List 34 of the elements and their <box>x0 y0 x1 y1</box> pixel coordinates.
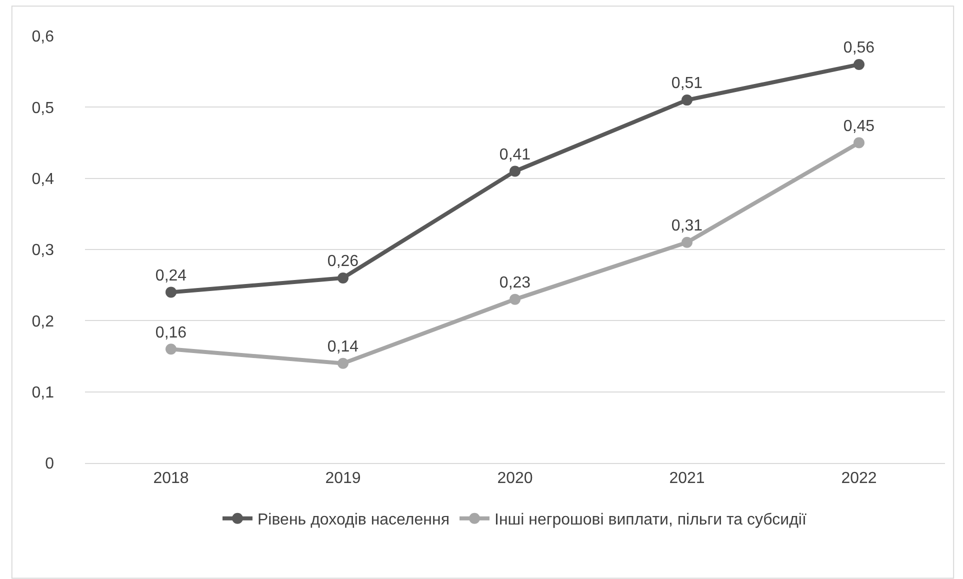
point <box>682 94 692 106</box>
x-tick-label: 2018 <box>153 470 189 488</box>
point <box>510 166 520 177</box>
x-tick-label: 2021 <box>669 470 705 488</box>
point <box>338 358 348 369</box>
point <box>854 137 864 148</box>
data-label: 0,56 <box>843 40 875 57</box>
point <box>166 286 176 298</box>
data-label: 0,16 <box>155 324 187 342</box>
data-label: 0,31 <box>671 218 703 235</box>
data-label: 0,14 <box>327 338 359 356</box>
x-tick-label: 2022 <box>841 470 877 488</box>
y-tick-label: 0,1 <box>32 384 54 402</box>
data-label: 0,41 <box>499 146 531 164</box>
data-label: 0,45 <box>843 118 875 135</box>
data-label: 0,26 <box>327 253 359 270</box>
legend-label: Інші негрошові виплати, пільги та субсидії <box>494 512 807 529</box>
point <box>338 272 348 284</box>
legend-label: Рівень доходів населення <box>258 512 450 529</box>
point <box>682 236 692 248</box>
point <box>854 58 864 70</box>
y-tick-label: 0,3 <box>32 242 54 260</box>
y-tick-label: 0,2 <box>32 313 54 330</box>
data-label: 0,51 <box>671 75 703 92</box>
y-tick-label: 0,5 <box>32 100 54 117</box>
data-label: 0,24 <box>155 267 187 284</box>
x-tick-label: 2019 <box>325 470 361 488</box>
y-tick-label: 0,4 <box>32 170 54 188</box>
y-tick-label: 0,6 <box>32 28 54 46</box>
x-tick-label: 2020 <box>497 470 533 488</box>
data-label: 0,23 <box>499 274 531 292</box>
y-tick-label: 0 <box>45 456 54 473</box>
point <box>166 344 176 355</box>
point <box>510 294 520 305</box>
